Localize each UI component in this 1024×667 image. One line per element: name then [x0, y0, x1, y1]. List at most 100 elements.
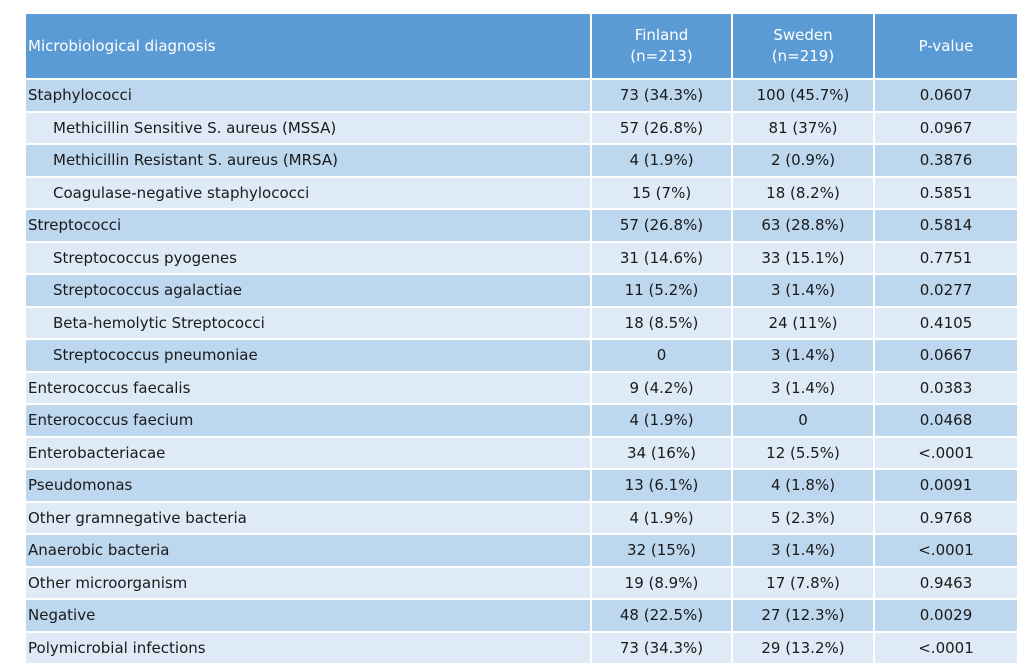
finland-value: 19 (8.9%): [591, 565, 733, 599]
header-sweden-count: (n=219): [771, 47, 835, 65]
finland-value: 11 (5.2%): [591, 273, 733, 307]
p-value: 0.7751: [874, 240, 1017, 274]
row-label: Streptococcus pyogenes: [26, 240, 592, 274]
finland-value: 73 (34.3%): [591, 78, 733, 112]
p-value: 0.0383: [874, 370, 1017, 404]
row-label: Coagulase-negative staphylococci: [26, 175, 592, 209]
sweden-value: 3 (1.4%): [732, 370, 875, 404]
finland-value: 57 (26.8%): [591, 208, 733, 242]
table-header: Microbiological diagnosis Finland (n=213…: [26, 14, 1017, 79]
table-row: Other microorganism 19 (8.9%) 17 (7.8%) 0.9…: [26, 565, 1017, 599]
finland-value: 32 (15%): [591, 533, 733, 567]
row-label: Polymicrobial infections: [26, 630, 592, 663]
diagnosis-table: Microbiological diagnosis Finland (n=213…: [26, 14, 1017, 663]
row-label: Other microorganism: [26, 565, 592, 599]
finland-value: 9 (4.2%): [591, 370, 733, 404]
row-label: Negative: [26, 598, 592, 632]
finland-value: 34 (16%): [591, 435, 733, 469]
p-value: 0.5851: [874, 175, 1017, 209]
sweden-value: 3 (1.4%): [732, 338, 875, 372]
finland-value: 31 (14.6%): [591, 240, 733, 274]
header-sweden-country: Sweden: [773, 26, 833, 44]
p-value: 0.0029: [874, 598, 1017, 632]
finland-value: 0: [591, 338, 733, 372]
row-label: Methicillin Resistant S. aureus (MRSA): [26, 143, 592, 177]
table-body: Staphylococci 73 (34.3%) 100 (45.7%) 0.0607…: [26, 78, 1017, 663]
table-row: Streptococci 57 (26.8%) 63 (28.8%) 0.5814: [26, 208, 1017, 242]
finland-value: 4 (1.9%): [591, 500, 733, 534]
table-row: Staphylococci 73 (34.3%) 100 (45.7%) 0.0607: [26, 78, 1017, 112]
p-value: 0.0277: [874, 273, 1017, 307]
finland-value: 18 (8.5%): [591, 305, 733, 339]
p-value: 0.5814: [874, 208, 1017, 242]
table-row: Streptococcus pneumoniae 0 3 (1.4%) 0.0667: [26, 338, 1017, 372]
sweden-value: 24 (11%): [732, 305, 875, 339]
row-label: Methicillin Sensitive S. aureus (MSSA): [26, 110, 592, 144]
p-value: 0.4105: [874, 305, 1017, 339]
finland-value: 73 (34.3%): [591, 630, 733, 663]
header-finland-count: (n=213): [630, 47, 693, 65]
row-label: Staphylococci: [26, 78, 592, 112]
table-row: Coagulase-negative staphylococci 15 (7%) 1…: [26, 175, 1017, 209]
header-sweden: Sweden (n=219): [732, 14, 875, 79]
p-value: 0.0667: [874, 338, 1017, 372]
row-label: Enterococcus faecalis: [26, 370, 592, 404]
row-label: Streptococcus agalactiae: [26, 273, 592, 307]
header-finland-country: Finland: [634, 26, 689, 44]
table-row: Other gramnegative bacteria 4 (1.9%) 5 (2.…: [26, 500, 1017, 534]
table-row: Streptococcus agalactiae 11 (5.2%) 3 (1.4%…: [26, 273, 1017, 307]
sweden-value: 63 (28.8%): [732, 208, 875, 242]
finland-value: 4 (1.9%): [591, 143, 733, 177]
sweden-value: 0: [732, 403, 875, 437]
row-label: Streptococcus pneumoniae: [26, 338, 592, 372]
p-value: 0.9463: [874, 565, 1017, 599]
header-diagnosis: Microbiological diagnosis: [26, 14, 592, 79]
table-row: Polymicrobial infections 73 (34.3%) 29 (13…: [26, 630, 1017, 663]
header-finland: Finland (n=213): [591, 14, 733, 79]
finland-value: 4 (1.9%): [591, 403, 733, 437]
p-value: 0.0607: [874, 78, 1017, 112]
p-value: 0.9768: [874, 500, 1017, 534]
row-label: Enterobacteriacae: [26, 435, 592, 469]
sweden-value: 81 (37%): [732, 110, 875, 144]
p-value: <.0001: [874, 533, 1017, 567]
p-value: 0.0967: [874, 110, 1017, 144]
finland-value: 48 (22.5%): [591, 598, 733, 632]
row-label: Streptococci: [26, 208, 592, 242]
table-row: Enterobacteriacae 34 (16%) 12 (5.5%) <.0001: [26, 435, 1017, 469]
p-value: <.0001: [874, 630, 1017, 663]
finland-value: 13 (6.1%): [591, 468, 733, 502]
table-row: Methicillin Sensitive S. aureus (MSSA) 57…: [26, 110, 1017, 144]
sweden-value: 33 (15.1%): [732, 240, 875, 274]
sweden-value: 4 (1.8%): [732, 468, 875, 502]
sweden-value: 100 (45.7%): [732, 78, 875, 112]
sweden-value: 5 (2.3%): [732, 500, 875, 534]
table-row: Enterococcus faecium 4 (1.9%) 0 0.0468: [26, 403, 1017, 437]
table-row: Anaerobic bacteria 32 (15%) 3 (1.4%) <.0001: [26, 533, 1017, 567]
p-value: <.0001: [874, 435, 1017, 469]
p-value: 0.0468: [874, 403, 1017, 437]
sweden-value: 12 (5.5%): [732, 435, 875, 469]
row-label: Anaerobic bacteria: [26, 533, 592, 567]
sweden-value: 29 (13.2%): [732, 630, 875, 663]
sweden-value: 3 (1.4%): [732, 273, 875, 307]
table-row: Enterococcus faecalis 9 (4.2%) 3 (1.4%) 0.0…: [26, 370, 1017, 404]
sweden-value: 27 (12.3%): [732, 598, 875, 632]
table-row: Negative 48 (22.5%) 27 (12.3%) 0.0029: [26, 598, 1017, 632]
table-row: Pseudomonas 13 (6.1%) 4 (1.8%) 0.0091: [26, 468, 1017, 502]
finland-value: 15 (7%): [591, 175, 733, 209]
header-p-value: P-value: [874, 14, 1017, 79]
table-row: Streptococcus pyogenes 31 (14.6%) 33 (15.1…: [26, 240, 1017, 274]
row-label: Pseudomonas: [26, 468, 592, 502]
p-value: 0.0091: [874, 468, 1017, 502]
sweden-value: 3 (1.4%): [732, 533, 875, 567]
row-label: Other gramnegative bacteria: [26, 500, 592, 534]
row-label: Beta-hemolytic Streptococci: [26, 305, 592, 339]
sweden-value: 18 (8.2%): [732, 175, 875, 209]
table-row: Beta-hemolytic Streptococci 18 (8.5%) 24 (…: [26, 305, 1017, 339]
table-row: Methicillin Resistant S. aureus (MRSA) 4 …: [26, 143, 1017, 177]
sweden-value: 2 (0.9%): [732, 143, 875, 177]
finland-value: 57 (26.8%): [591, 110, 733, 144]
row-label: Enterococcus faecium: [26, 403, 592, 437]
sweden-value: 17 (7.8%): [732, 565, 875, 599]
